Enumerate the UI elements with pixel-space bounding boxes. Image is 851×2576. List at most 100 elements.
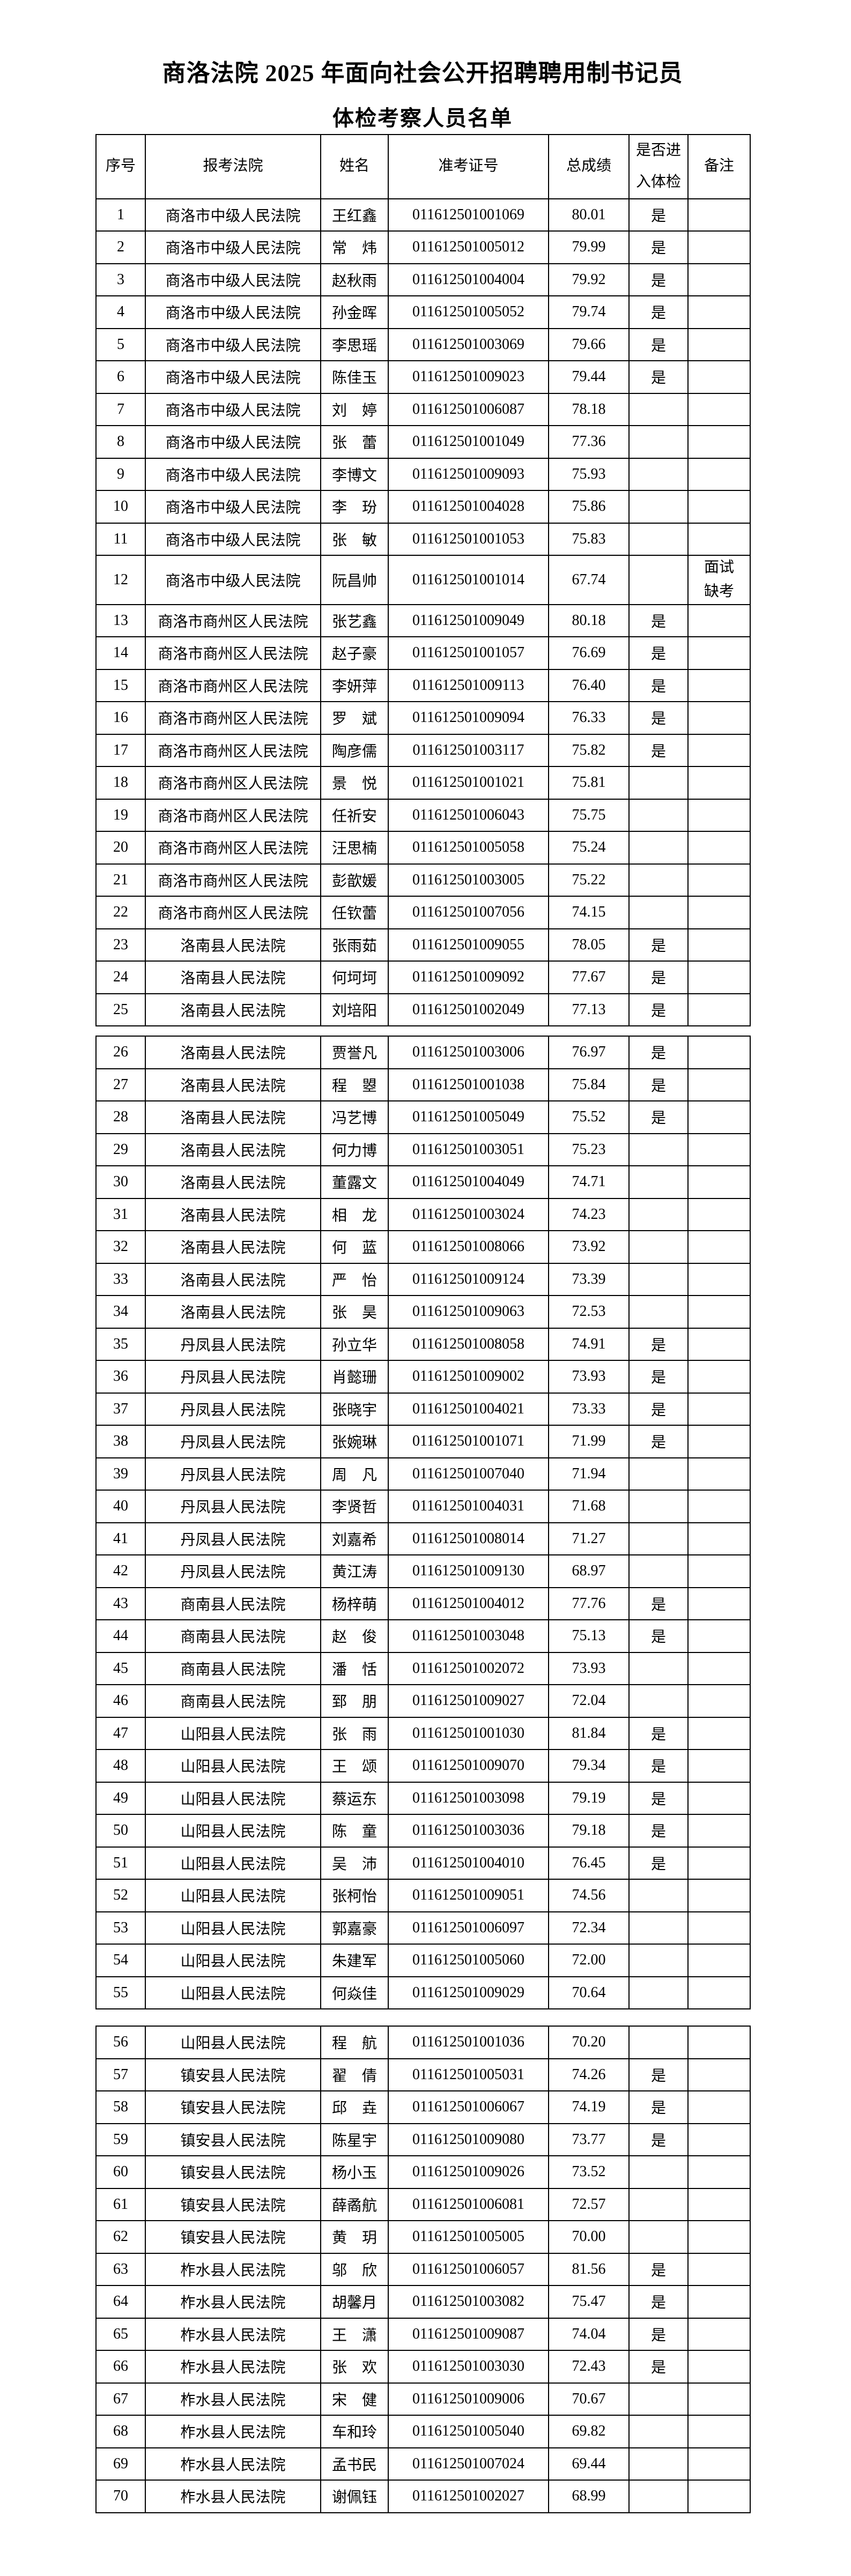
cell-score: 75.84 [548,1068,630,1101]
cell-score: 69.44 [548,2447,630,2481]
cell-no: 12 [95,555,146,605]
cell-name: 张雨茹 [320,928,389,962]
cell-score: 76.69 [548,636,630,670]
cell-no: 32 [95,1230,146,1264]
cell-name: 陈 童 [320,1814,389,1848]
cell-score: 73.77 [548,2123,630,2156]
table-row: 43 商南县人民法院 杨梓萌 011612501004012 77.76 是 [95,1587,751,1620]
cell-court: 商洛市商州区人民法院 [145,831,321,865]
cell-name: 蔡运东 [320,1781,389,1815]
cell-id: 011612501009002 [388,1360,549,1394]
cell-score: 75.52 [548,1100,630,1134]
cell-pass: 是 [628,1781,689,1815]
cell-score: 74.91 [548,1327,630,1361]
cell-id: 011612501001038 [388,1068,549,1101]
cell-court: 镇安县人民法院 [145,2090,321,2124]
cell-id: 011612501001069 [388,198,549,232]
cell-no: 61 [95,2187,146,2221]
cell-court: 丹凤县人民法院 [145,1392,321,1426]
cell-remark [687,961,751,994]
cell-no: 58 [95,2090,146,2124]
cell-id: 011612501009087 [388,2317,549,2351]
cell-id: 011612501005060 [388,1944,549,1977]
cell-pass [628,490,689,524]
cell-no: 64 [95,2285,146,2319]
table-row: 35 丹凤县人民法院 孙立华 011612501008058 74.91 是 [95,1327,751,1361]
table-row: 4 商洛市中级人民法院 孙金晖 011612501005052 79.74 是 [95,295,751,329]
cell-court: 商洛市商州区人民法院 [145,863,321,897]
cell-name: 谢佩钰 [320,2480,389,2513]
cell-id: 011612501009094 [388,701,549,735]
cell-name: 刘 婷 [320,392,389,427]
cell-court: 洛南县人民法院 [145,1165,321,1199]
cell-id: 011612501005012 [388,230,549,264]
cell-score: 79.74 [548,295,630,329]
table-row: 33 洛南县人民法院严 怡 011612501009124 73.39 [95,1262,751,1296]
cell-remark [687,457,751,492]
cell-score: 75.82 [548,733,630,768]
cell-court: 柞水县人民法院 [145,2285,321,2319]
column-header-pass: 是否进入体检 [628,134,689,199]
cell-score: 74.23 [548,1197,630,1231]
table-row: 50 山阳县人民法院陈 童 011612501003036 79.18 是 [95,1814,751,1848]
cell-id: 011612501009124 [388,1262,549,1296]
cell-pass: 是 [628,2090,689,2124]
table-row: 15 商洛市商州区人民法院 李妍萍 011612501009113 76.40 是 [95,668,751,703]
cell-name: 潘 恬 [320,1651,389,1685]
cell-score: 73.93 [548,1360,630,1394]
cell-court: 商洛市商州区人民法院 [145,766,321,800]
cell-name: 张晓宇 [320,1392,389,1426]
table-row: 29 洛南县人民法院 何力博 011612501003051 75.23 [95,1133,751,1166]
cell-remark [687,230,751,264]
cell-name: 常 炜 [320,230,389,264]
table-row: 10 商洛市中级人民法院李 玢 011612501004028 75.86 [95,490,751,524]
cell-pass [628,2026,689,2059]
table-row: 68 柞水县人民法院 车和玲 011612501005040 69.82 [95,2415,751,2448]
cell-name: 汪思楠 [320,831,389,865]
cell-court: 商洛市中级人民法院 [145,295,321,329]
cell-score: 74.04 [548,2317,630,2351]
cell-no: 19 [95,798,146,832]
cell-court: 商洛市中级人民法院 [145,360,321,394]
cell-pass [628,1911,689,1945]
cell-id: 011612501005052 [388,295,549,329]
cell-court: 商洛市中级人民法院 [145,230,321,264]
cell-score: 73.52 [548,2155,630,2189]
cell-pass [628,1522,689,1555]
table-row: 64 柞水县人民法院 胡馨月 011612501003082 75.47 是 [95,2285,751,2319]
cell-remark [687,2350,751,2384]
cell-pass: 是 [628,733,689,768]
cell-pass [628,1262,689,1296]
cell-remark [687,360,751,394]
table-row: 49 山阳县人民法院 蔡运东 011612501003098 79.19 是 [95,1781,751,1815]
cell-court: 洛南县人民法院 [145,1036,321,1069]
cell-pass: 是 [628,2317,689,2351]
cell-court: 商洛市中级人民法院 [145,522,321,556]
cell-id: 011612501009130 [388,1554,549,1588]
cell-remark [687,1522,751,1555]
cell-score: 74.71 [548,1165,630,1199]
cell-name: 郭嘉豪 [320,1911,389,1945]
cell-no: 49 [95,1781,146,1815]
cell-no: 38 [95,1425,146,1458]
table-row: 61 镇安县人民法院 薛矞航 011612501006081 72.57 [95,2187,751,2221]
cell-court: 商洛市商州区人民法院 [145,701,321,735]
table-row: 45 商南县人民法院潘 恬 011612501002072 73.93 [95,1651,751,1685]
table-row: 9 商洛市中级人民法院 李博文 011612501009093 75.93 [95,457,751,492]
cell-id: 011612501009029 [388,1976,549,2009]
cell-name: 李妍萍 [320,668,389,703]
table-row: 21 商洛市商州区人民法院 彭歆媛 011612501003005 75.22 [95,863,751,897]
table-row: 48 山阳县人民法院王 颂 011612501009070 79.34 是 [95,1749,751,1783]
cell-court: 洛南县人民法院 [145,1197,321,1231]
cell-remark [687,1327,751,1361]
cell-id: 011612501007024 [388,2447,549,2481]
cell-name: 张柯怡 [320,1879,389,1912]
cell-pass: 是 [628,1036,689,1069]
cell-id: 011612501008066 [388,1230,549,1264]
cell-no: 29 [95,1133,146,1166]
cell-name: 任钦蕾 [320,896,389,929]
cell-name: 王红鑫 [320,198,389,232]
cell-name: 任祈安 [320,798,389,832]
cell-name: 相 龙 [320,1197,389,1231]
cell-score: 71.68 [548,1490,630,1523]
